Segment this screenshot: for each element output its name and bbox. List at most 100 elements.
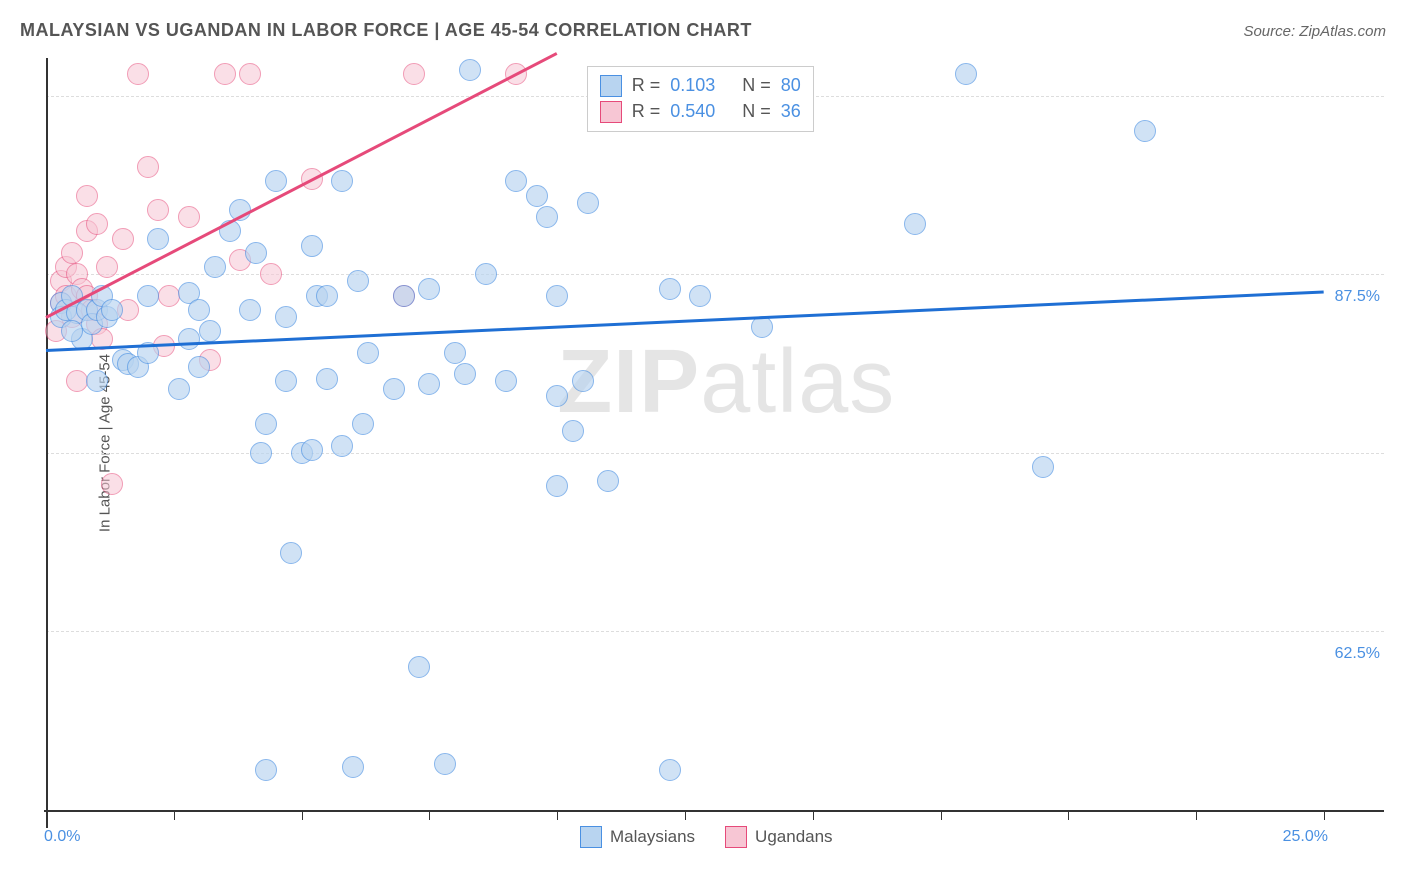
series-legend: Malaysians Ugandans xyxy=(580,826,833,848)
x-tick xyxy=(813,810,814,820)
legend-swatch xyxy=(725,826,747,848)
data-point xyxy=(188,299,210,321)
data-point xyxy=(904,213,926,235)
chart-area: In Labor Force | Age 45-54 62.5%87.5%0.0… xyxy=(44,58,1384,828)
data-point xyxy=(536,206,558,228)
stats-label: R = xyxy=(632,75,661,96)
data-point xyxy=(577,192,599,214)
gridline-h xyxy=(46,631,1384,632)
data-point xyxy=(434,753,456,775)
x-tick xyxy=(557,810,558,820)
data-point xyxy=(168,378,190,400)
data-point xyxy=(408,656,430,678)
data-point xyxy=(188,356,210,378)
data-point xyxy=(572,370,594,392)
data-point xyxy=(265,170,287,192)
data-point xyxy=(597,470,619,492)
data-point xyxy=(245,242,267,264)
stats-label: R = xyxy=(632,101,661,122)
watermark: ZIPatlas xyxy=(557,331,895,434)
data-point xyxy=(459,59,481,81)
data-point xyxy=(127,63,149,85)
gridline-h xyxy=(46,453,1384,454)
data-point xyxy=(112,228,134,250)
source-label: Source: ZipAtlas.com xyxy=(1243,23,1386,40)
data-point xyxy=(393,285,415,307)
data-point xyxy=(546,475,568,497)
data-point xyxy=(347,270,369,292)
data-point xyxy=(101,299,123,321)
gridline-h xyxy=(46,274,1384,275)
data-point xyxy=(418,373,440,395)
data-point xyxy=(418,278,440,300)
data-point xyxy=(239,63,261,85)
data-point xyxy=(61,320,83,342)
n-value: 80 xyxy=(781,75,801,96)
stats-row: R = 0.103 N = 80 xyxy=(600,73,801,99)
data-point xyxy=(316,368,338,390)
data-point xyxy=(280,542,302,564)
stats-label: N = xyxy=(742,75,771,96)
data-point xyxy=(331,435,353,457)
r-value: 0.540 xyxy=(670,101,732,122)
data-point xyxy=(562,420,584,442)
legend-label: Ugandans xyxy=(755,827,833,847)
data-point xyxy=(526,185,548,207)
x-tick xyxy=(46,810,47,820)
data-point xyxy=(255,413,277,435)
x-tick xyxy=(429,810,430,820)
data-point xyxy=(689,285,711,307)
data-point xyxy=(316,285,338,307)
data-point xyxy=(659,278,681,300)
data-point xyxy=(1032,456,1054,478)
stats-legend: R = 0.103 N = 80 R = 0.540 N = 36 xyxy=(587,66,814,132)
legend-swatch xyxy=(600,101,622,123)
data-point xyxy=(475,263,497,285)
data-point xyxy=(137,285,159,307)
y-tick-label: 87.5% xyxy=(1335,288,1380,306)
data-point xyxy=(137,156,159,178)
data-point xyxy=(250,442,272,464)
data-point xyxy=(239,299,261,321)
legend-swatch xyxy=(580,826,602,848)
x-tick xyxy=(302,810,303,820)
n-value: 36 xyxy=(781,101,801,122)
x-tick xyxy=(941,810,942,820)
chart-title: MALAYSIAN VS UGANDAN IN LABOR FORCE | AG… xyxy=(20,20,752,41)
trend-line xyxy=(46,290,1324,352)
data-point xyxy=(255,759,277,781)
data-point xyxy=(275,306,297,328)
y-tick-label: 62.5% xyxy=(1335,645,1380,663)
legend-label: Malaysians xyxy=(610,827,695,847)
data-point xyxy=(86,213,108,235)
scatter-plot: 62.5%87.5%0.0%25.0%ZIPatlasR = 0.103N = … xyxy=(44,58,1384,828)
data-point xyxy=(204,256,226,278)
data-point xyxy=(76,185,98,207)
r-value: 0.103 xyxy=(670,75,732,96)
data-point xyxy=(546,285,568,307)
data-point xyxy=(331,170,353,192)
data-point xyxy=(301,439,323,461)
data-point xyxy=(1134,120,1156,142)
data-point xyxy=(101,473,123,495)
data-point xyxy=(61,242,83,264)
data-point xyxy=(275,370,297,392)
data-point xyxy=(444,342,466,364)
data-point xyxy=(403,63,425,85)
data-point xyxy=(158,285,180,307)
data-point xyxy=(178,206,200,228)
data-point xyxy=(147,199,169,221)
x-axis-line xyxy=(44,810,1384,812)
data-point xyxy=(66,370,88,392)
legend-item: Ugandans xyxy=(725,826,833,848)
data-point xyxy=(454,363,476,385)
data-point xyxy=(260,263,282,285)
data-point xyxy=(342,756,364,778)
data-point xyxy=(301,235,323,257)
data-point xyxy=(214,63,236,85)
x-tick xyxy=(685,810,686,820)
data-point xyxy=(495,370,517,392)
stats-label: N = xyxy=(742,101,771,122)
x-tick xyxy=(1196,810,1197,820)
data-point xyxy=(199,320,221,342)
